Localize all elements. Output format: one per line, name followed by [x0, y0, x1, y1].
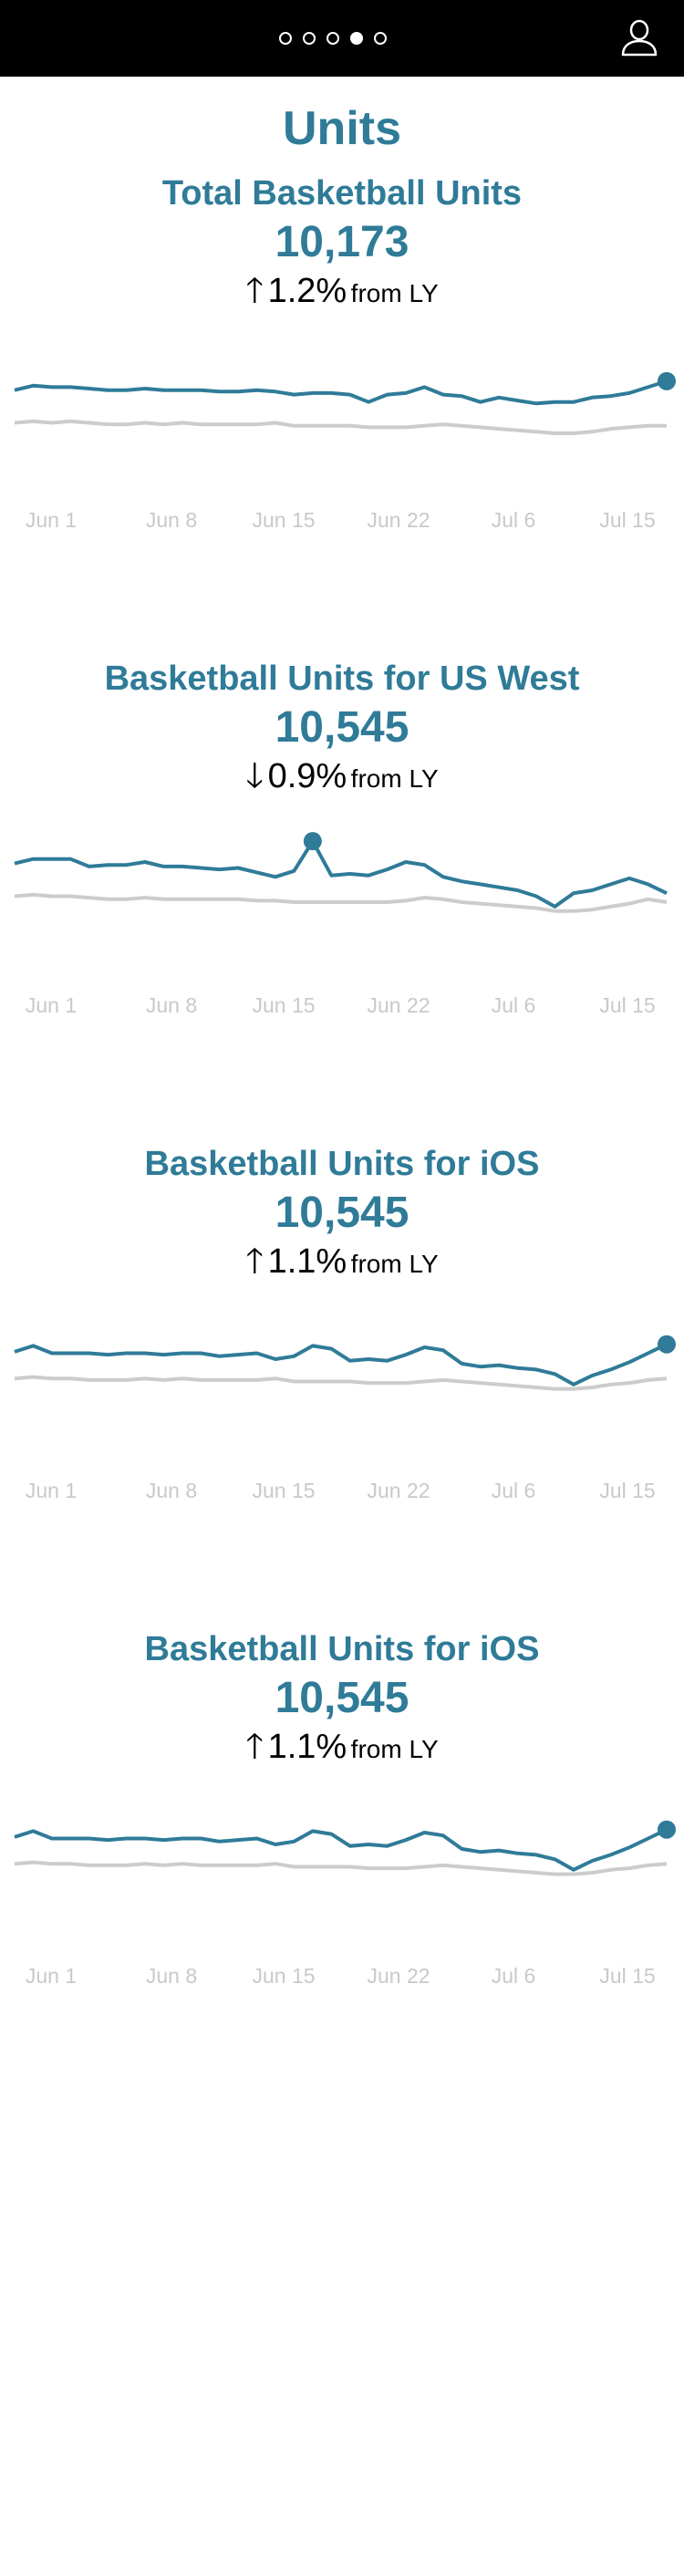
current-series-line	[14, 379, 668, 406]
metric-panel-total: Total Basketball Units 10,173 🡑 1.2% fro…	[0, 166, 684, 549]
metric-panel-us-west: Basketball Units for US West 10,545 🡓 0.…	[0, 651, 684, 1034]
metric-panel-ios: Basketball Units for iOS 10,545 🡑 1.1% f…	[0, 1137, 684, 1520]
panel-value: 10,545	[275, 1674, 409, 1722]
change-percent: 1.1%	[267, 1242, 347, 1281]
page-dot[interactable]	[326, 32, 339, 45]
highlight-point[interactable]	[658, 1335, 676, 1354]
x-tick-label: Jun 1	[26, 508, 77, 532]
x-tick-label: Jun 22	[367, 1479, 430, 1502]
x-tick-label: Jul 15	[599, 508, 655, 532]
x-tick-label: Jun 22	[367, 1964, 430, 1988]
x-tick-label: Jul 6	[492, 508, 536, 532]
page-dot[interactable]	[279, 32, 292, 45]
x-tick-label: Jun 8	[146, 1964, 197, 1988]
panel-title: Basketball Units for iOS	[144, 1630, 540, 1668]
page-dot-active[interactable]	[350, 32, 363, 45]
x-tick-label: Jul 15	[599, 993, 655, 1017]
x-tick-label: Jun 1	[26, 1479, 77, 1502]
current-series-line	[14, 839, 668, 909]
last-year-series-line	[14, 1860, 668, 1876]
change-suffix: from LY	[350, 1250, 439, 1278]
trend-chart-svg: Jun 1 Jun 8 Jun 15 Jun 22 Jul 6 Jul 15	[14, 371, 676, 532]
current-series-line	[14, 1342, 668, 1387]
last-year-series-line	[14, 892, 668, 913]
last-year-series-line	[14, 419, 667, 435]
x-tick-label: Jul 15	[599, 1479, 655, 1502]
panel-title: Total Basketball Units	[161, 174, 523, 213]
panel-title: Basketball Units for US West	[104, 660, 580, 698]
highlight-point[interactable]	[658, 1820, 676, 1839]
top-bar	[0, 0, 684, 77]
trend-chart-svg: Jun 1 Jun 8 Jun 15 Jun 22 Jul 6 Jul 15	[14, 1335, 676, 1502]
current-series-line	[14, 1827, 668, 1872]
metric-panel-ios-2: Basketball Units for iOS 10,545 🡑 1.1% f…	[0, 1622, 684, 2005]
panel-title: Basketball Units for iOS	[144, 1145, 540, 1183]
x-tick-label: Jun 8	[146, 993, 197, 1017]
trend-chart: Jun 1 Jun 8 Jun 15 Jun 22 Jul 6 Jul 15	[0, 1283, 684, 1520]
x-tick-label: Jun 1	[26, 993, 77, 1017]
last-year-series-line	[14, 1375, 668, 1391]
change-row: 🡑 1.1% from LY	[0, 1239, 684, 1292]
user-profile-button[interactable]	[620, 18, 658, 58]
highlight-point[interactable]	[303, 832, 322, 851]
x-tick-label: Jun 22	[367, 508, 430, 532]
page-indicator	[279, 30, 387, 48]
change-percent: 1.2%	[267, 272, 347, 310]
change-suffix: from LY	[350, 279, 439, 307]
trend-chart: Jun 1 Jun 8 Jun 15 Jun 22 Jul 6 Jul 15	[0, 312, 684, 549]
change-row: 🡓 0.9% from LY	[0, 753, 684, 806]
x-tick-label: Jul 6	[492, 1964, 536, 1988]
change-row: 🡑 1.1% from LY	[0, 1724, 684, 1777]
change-percent: 1.1%	[267, 1728, 347, 1766]
arrow-down-icon: 🡓	[245, 757, 264, 795]
x-tick-label: Jun 8	[146, 508, 197, 532]
trend-chart-svg: Jun 1 Jun 8 Jun 15 Jun 22 Jul 6 Jul 15	[14, 1820, 676, 1988]
highlight-point[interactable]	[658, 371, 676, 390]
user-icon	[621, 19, 658, 57]
change-suffix: from LY	[350, 1735, 439, 1763]
x-tick-label: Jun 15	[252, 1964, 315, 1988]
change-suffix: from LY	[350, 764, 439, 793]
trend-chart: Jun 1 Jun 8 Jun 15 Jun 22 Jul 6 Jul 15	[0, 797, 684, 1034]
panel-value: 10,545	[275, 703, 409, 752]
change-percent: 0.9%	[267, 757, 347, 795]
x-tick-label: Jun 8	[146, 1479, 197, 1502]
arrow-up-icon: 🡑	[245, 1242, 264, 1281]
panel-value: 10,173	[275, 218, 409, 266]
x-tick-label: Jul 15	[599, 1964, 655, 1988]
x-tick-label: Jul 6	[492, 993, 536, 1017]
x-tick-label: Jun 15	[252, 993, 315, 1017]
arrow-up-icon: 🡑	[245, 272, 264, 310]
page-dot[interactable]	[374, 32, 387, 45]
page-title: Units	[283, 102, 401, 155]
page-dot[interactable]	[303, 32, 316, 45]
x-tick-label: Jun 15	[252, 508, 315, 532]
x-tick-label: Jun 22	[367, 993, 430, 1017]
change-row: 🡑 1.2% from LY	[0, 268, 684, 321]
trend-chart-svg: Jun 1 Jun 8 Jun 15 Jun 22 Jul 6 Jul 15	[14, 832, 668, 1017]
x-tick-label: Jun 1	[26, 1964, 77, 1988]
x-tick-label: Jun 15	[252, 1479, 315, 1502]
x-tick-label: Jul 6	[492, 1479, 536, 1502]
arrow-up-icon: 🡑	[245, 1728, 264, 1766]
trend-chart: Jun 1 Jun 8 Jun 15 Jun 22 Jul 6 Jul 15	[0, 1768, 684, 2005]
panel-value: 10,545	[275, 1189, 409, 1237]
